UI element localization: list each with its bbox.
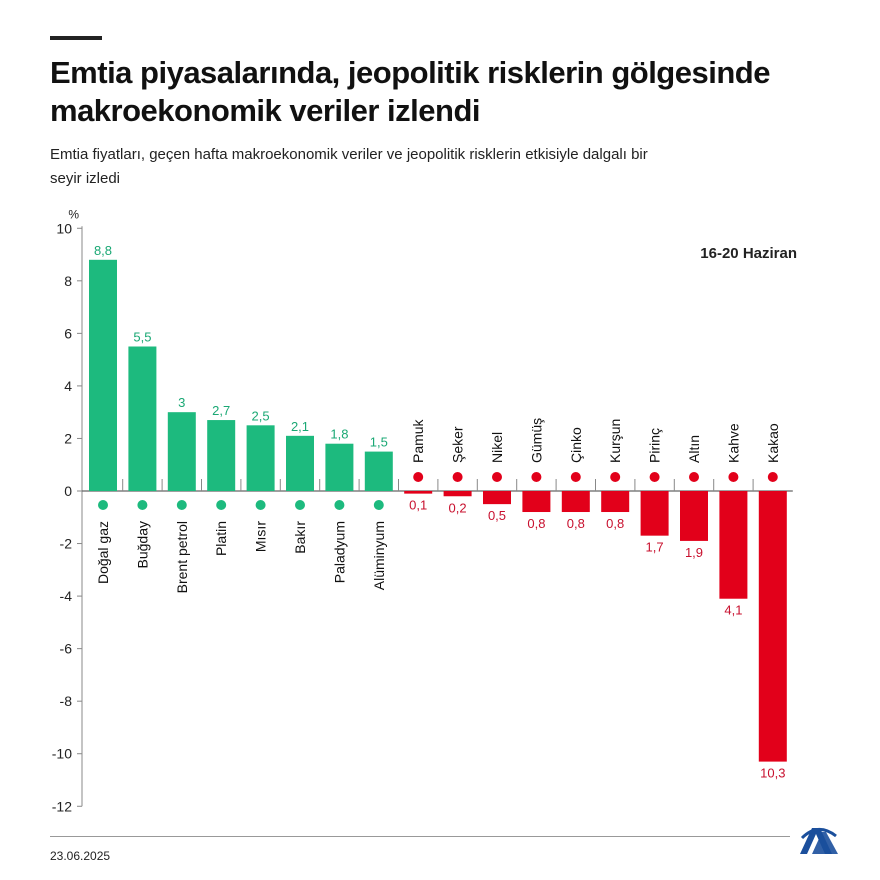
y-tick-label: 8 (64, 273, 72, 289)
cocoa-icon (767, 472, 778, 482)
data-label: 0,8 (567, 516, 585, 531)
bar-Şeker (443, 491, 472, 497)
data-label: 0,8 (527, 516, 545, 531)
bar-Bakır (286, 435, 314, 491)
y-tick-label: -10 (52, 746, 72, 762)
category-label: Gümüş (528, 418, 544, 463)
category-label: Pamuk (410, 418, 426, 463)
metal-bars-icon (689, 472, 699, 482)
data-label: 8,8 (94, 243, 112, 258)
metal-bars-icon (531, 472, 542, 482)
category-label: Paladyum (331, 521, 347, 583)
category-label: Kahve (725, 423, 741, 463)
bar-Paladyum (325, 443, 354, 491)
bar-Kahve (719, 491, 748, 599)
metal-bars-icon (216, 500, 227, 510)
bar-Pamuk (404, 491, 433, 494)
metal-bars-icon (295, 500, 305, 510)
category-label: Çinko (568, 427, 584, 463)
data-label: 1,7 (646, 540, 664, 555)
oil-barrel-icon (176, 500, 187, 510)
footer-divider (50, 836, 790, 837)
bar-Brent petrol (167, 412, 196, 491)
data-label: 2,5 (252, 408, 270, 423)
y-axis-unit: % (68, 207, 79, 221)
category-label: Bakır (292, 521, 308, 554)
data-label: 0,1 (409, 498, 427, 513)
period-label: 16-20 Haziran (700, 245, 797, 262)
rice-sack-icon (649, 472, 660, 482)
flame-icon (98, 500, 108, 510)
y-tick-label: -4 (60, 588, 73, 604)
metal-bars-icon (570, 472, 581, 482)
data-label: 1,9 (685, 545, 703, 560)
data-label: 4,1 (724, 603, 742, 618)
data-label: 2,1 (291, 419, 309, 434)
y-tick-label: 10 (56, 220, 72, 236)
bar-Altın (680, 491, 708, 541)
metal-bars-icon (373, 500, 384, 510)
bar-Nikel (483, 491, 511, 505)
bar-Buğday (128, 346, 157, 491)
y-tick-label: 4 (64, 378, 72, 394)
publish-date: 23.06.2025 (50, 849, 111, 863)
category-label: Pirinç (647, 428, 663, 463)
data-label: 5,5 (133, 330, 151, 345)
data-label: 1,8 (330, 427, 348, 442)
category-label: Nikel (489, 432, 505, 463)
sugar-sack-icon (452, 472, 463, 482)
y-tick-label: 0 (64, 483, 72, 499)
data-label: 1,5 (370, 435, 388, 450)
category-label: Şeker (450, 426, 466, 463)
category-label: Doğal gaz (95, 521, 111, 584)
y-tick-label: -12 (52, 798, 72, 814)
cotton-icon (413, 472, 424, 482)
bar-Gümüş (522, 491, 551, 513)
category-label: Altın (686, 435, 702, 463)
page-title: Emtia piyasalarında, jeopolitik riskleri… (50, 55, 770, 128)
data-label: 0,8 (606, 516, 624, 531)
y-tick-label: 6 (64, 325, 72, 341)
category-label: Alüminyum (371, 521, 387, 590)
subtitle: Emtia fiyatları, geçen hafta makroekonom… (50, 146, 648, 187)
metal-bars-icon (492, 472, 502, 482)
bar-Kakao (758, 491, 787, 762)
category-label: Kakao (765, 423, 781, 463)
category-label: Brent petrol (174, 521, 190, 593)
metal-bars-icon (334, 500, 345, 510)
y-tick-label: -8 (60, 693, 73, 709)
bar-Mısır (246, 425, 275, 491)
bar-Pirinç (640, 491, 669, 536)
y-tick-label: -2 (60, 536, 73, 552)
bar-Kurşun (601, 491, 630, 513)
bar-Alüminyum (364, 451, 393, 491)
category-label: Platin (213, 521, 229, 556)
corn-icon (255, 500, 266, 510)
data-label: 10,3 (760, 766, 785, 781)
data-label: 0,2 (449, 500, 467, 515)
wheat-icon (137, 500, 148, 510)
decorative-rule (50, 36, 102, 40)
category-label: Mısır (253, 521, 269, 552)
metal-bars-icon (610, 472, 621, 482)
bar-Platin (207, 420, 236, 491)
bar-Doğal gaz (89, 259, 117, 491)
category-label: Buğday (134, 521, 150, 568)
data-label: 2,7 (212, 403, 230, 418)
category-label: Kurşun (607, 419, 623, 463)
data-label: 0,5 (488, 508, 506, 523)
y-tick-label: 2 (64, 430, 72, 446)
coffee-bean-icon (728, 472, 739, 482)
y-tick-label: -6 (60, 641, 73, 657)
bar-Çinko (561, 491, 590, 513)
data-label: 3 (178, 395, 185, 410)
